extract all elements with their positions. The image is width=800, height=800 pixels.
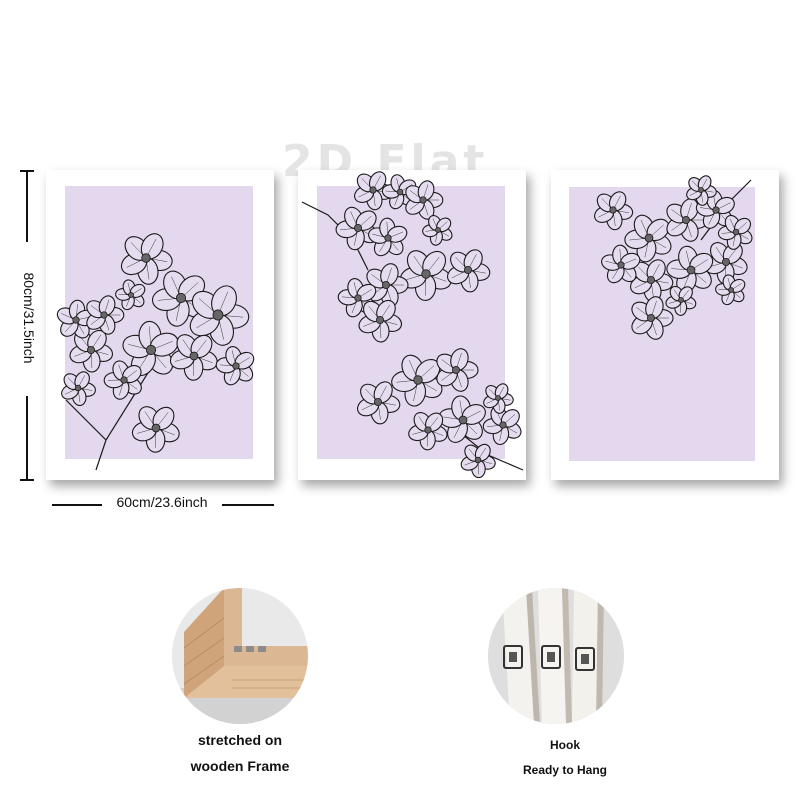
stem-line bbox=[65, 399, 107, 441]
hook-caption-line1: Hook bbox=[550, 738, 580, 752]
flower-drawing bbox=[483, 383, 514, 414]
flower-drawing bbox=[408, 412, 448, 451]
wooden-frame-corner-icon bbox=[172, 588, 308, 724]
flower-drawing bbox=[86, 295, 125, 335]
flower-drawing bbox=[422, 214, 453, 246]
width-dimension-line-left bbox=[52, 504, 102, 506]
flower-drawing bbox=[594, 191, 634, 231]
left-panel-flower-art bbox=[56, 233, 255, 471]
hook-caption-line2: Ready to Hang bbox=[522, 763, 607, 777]
flower-drawing bbox=[56, 299, 97, 339]
stem-line bbox=[95, 359, 157, 471]
flower-drawing bbox=[666, 198, 709, 242]
flower-drawing bbox=[665, 285, 697, 316]
flower-drawing bbox=[460, 443, 496, 479]
middle-panel bbox=[298, 170, 526, 480]
flower-drawing bbox=[368, 217, 408, 257]
flower-drawing bbox=[624, 214, 672, 263]
flower-drawing bbox=[189, 285, 250, 346]
width-dimension-label: 60cm/23.6inch bbox=[116, 494, 208, 510]
width-dimension-line-right bbox=[222, 504, 274, 506]
height-dimension-line-bottom bbox=[26, 396, 28, 480]
frame-caption-line1: stretched on bbox=[197, 732, 282, 748]
flower-drawing bbox=[666, 245, 714, 294]
flower-drawing bbox=[354, 171, 394, 211]
right-panel-flower-art bbox=[594, 175, 753, 340]
flower-drawing bbox=[715, 274, 746, 306]
flower-drawing bbox=[631, 296, 674, 340]
flower-drawing bbox=[103, 360, 142, 400]
flower-drawing bbox=[169, 334, 218, 381]
flower-drawing bbox=[686, 175, 717, 206]
flower-drawing bbox=[717, 214, 753, 250]
frame-caption-line2: wooden Frame bbox=[190, 758, 290, 774]
flower-drawing bbox=[61, 371, 96, 407]
height-dimension-label: 80cm/31.5inch bbox=[21, 272, 37, 364]
flower-drawing bbox=[115, 279, 146, 311]
flower-drawing bbox=[120, 233, 173, 285]
flower-drawing bbox=[436, 348, 479, 392]
height-dimension-line-top bbox=[26, 170, 28, 242]
height-dimension-cap-bottom bbox=[20, 479, 34, 481]
flower-drawing bbox=[131, 406, 180, 453]
flower-drawing bbox=[122, 320, 179, 377]
flower-drawing bbox=[215, 346, 255, 386]
right-panel bbox=[551, 170, 779, 480]
flower-drawing bbox=[399, 250, 452, 301]
flower-drawing bbox=[357, 381, 401, 425]
flower-drawing bbox=[391, 354, 443, 407]
middle-panel-flower-art bbox=[301, 171, 524, 479]
height-dimension-cap-top bbox=[20, 170, 34, 172]
flower-drawing bbox=[601, 244, 641, 284]
hanging-hook-icon bbox=[488, 588, 624, 724]
flower-drawing bbox=[358, 299, 403, 343]
flower-drawing bbox=[438, 395, 486, 443]
flower-drawing bbox=[447, 249, 491, 293]
left-panel bbox=[46, 170, 274, 480]
flower-drawing bbox=[405, 180, 444, 220]
